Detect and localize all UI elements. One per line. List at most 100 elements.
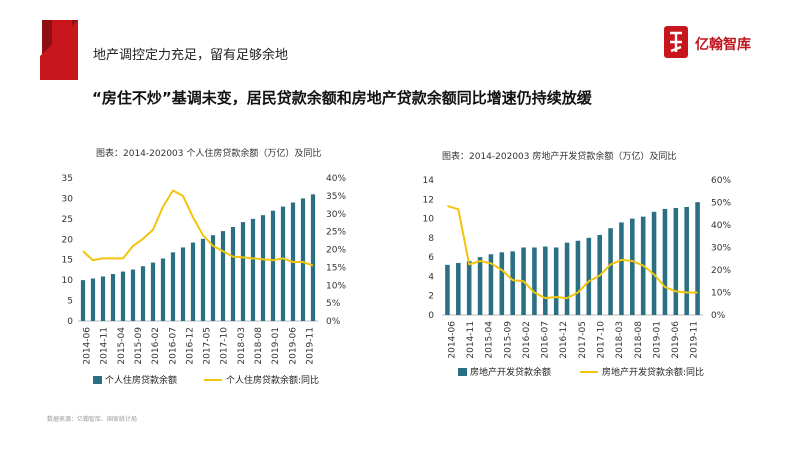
chart-1-bar: [170, 252, 176, 321]
chart-1-x-tick: 2017-05: [203, 327, 213, 365]
chart-1-y-right-tick: 0%: [326, 317, 341, 327]
chart-1-x-tick: 2018-08: [254, 327, 264, 365]
chart-2-x-tick: 2018-08: [634, 321, 644, 359]
chart-1-y-right-tick: 35%: [326, 192, 346, 202]
chart-1-x-tick: 2019-01: [271, 327, 281, 365]
chart-1-y-left-tick: 25: [62, 215, 73, 225]
chart-2-x-tick: 2015-04: [485, 321, 495, 359]
chart-2-legend-bar-swatch: [458, 368, 467, 376]
chart-1-y-right-tick: 25%: [326, 228, 346, 238]
data-source-note: 数据来源：亿翰智库、国家统计局: [47, 416, 138, 423]
chart-1-bar: [250, 218, 256, 321]
section-title: 地产调控定力充足，留有足够余地: [93, 48, 289, 63]
chart-1-bar: [110, 274, 116, 321]
chart-1-bar: [210, 235, 216, 321]
chart-2-bar: [684, 207, 689, 315]
chart-2-bar: [532, 247, 537, 315]
chart-2-x-tick: 2018-03: [615, 321, 625, 359]
chart-1-y-right-tick: 30%: [326, 210, 346, 220]
chart-2-x-tick: 2016-02: [522, 321, 532, 359]
chart-2-legend-line-label: 房地产开发贷款余额:同比: [602, 366, 704, 378]
chart-1-y-left-tick: 35: [62, 174, 73, 184]
chart-1-y-right-tick: 5%: [326, 299, 341, 309]
chart-1-x-tick: 2014-11: [100, 327, 110, 365]
headline: “房住不炒”基调未变，居民贷款余额和房地产贷款余额同比增速仍持续放缓: [92, 89, 592, 107]
chart-2-legend-bar-label: 房地产开发贷款余额: [470, 366, 551, 378]
chart-1-title: 图表：2014-202003 个人住房贷款余额（万亿）及同比: [96, 149, 322, 159]
chart-1-x-tick: 2016-02: [151, 327, 161, 365]
chart-2-y-right-tick: 10%: [711, 289, 731, 299]
chart-2-x-tick: 2017-05: [578, 321, 588, 359]
chart-1-x-tick: 2017-10: [220, 327, 230, 365]
chart-1-legend-bar-label: 个人住房贷款余额: [105, 374, 177, 386]
chart-1-x-tick: 2015-04: [117, 327, 127, 365]
chart-2-x-tick: 2019-01: [652, 321, 662, 359]
chart-2-x-tick: 2019-11: [690, 321, 700, 359]
chart-1-bar: [190, 242, 196, 321]
chart-1-x-tick: 2018-03: [237, 327, 247, 365]
chart-2-bar: [619, 222, 624, 315]
chart-2-bar: [456, 262, 461, 315]
chart-2-bar: [466, 261, 472, 315]
chart-2-x-tick: 2016-07: [541, 321, 551, 359]
chart-2-bar: [651, 211, 657, 315]
chart-2-bar: [630, 218, 635, 315]
chart-2-y-right-tick: 60%: [711, 176, 731, 186]
chart-2-bar: [673, 207, 679, 315]
chart-2-x-tick: 2017-10: [596, 321, 606, 359]
chart-1-bar: [150, 262, 156, 321]
chart-2-title: 图表：2014-202003 房地产开发贷款余额（万亿）及同比: [442, 152, 677, 162]
chart-2-x-tick: 2014-06: [447, 321, 457, 359]
chart-2-x-tick: 2015-09: [503, 321, 513, 359]
chart-2-y-left-tick: 14: [423, 176, 435, 186]
chart-2-y-left-tick: 6: [428, 253, 434, 263]
logo-mark-icon: [664, 26, 688, 58]
chart-1-bar: [120, 271, 126, 321]
chart-1-y-right-tick: 10%: [326, 281, 346, 291]
chart-2-y-left-tick: 12: [423, 195, 434, 205]
chart-1-bar: [200, 238, 206, 321]
chart-1-legend-line-label: 个人住房贷款余额:同比: [226, 374, 319, 386]
chart-2-bar: [445, 264, 450, 315]
chart-2-bar: [499, 252, 505, 315]
chart-2-bar: [553, 247, 559, 315]
chart-2-x-tick: 2014-11: [466, 321, 476, 359]
chart-2-x-tick: 2019-06: [671, 321, 681, 359]
chart-2-bar: [586, 237, 592, 315]
chart-1-y-right-tick: 40%: [326, 174, 346, 184]
chart-2-y-right-tick: 40%: [711, 221, 731, 231]
chart-1-x-tick: 2019-06: [288, 327, 298, 365]
chart-2-bar: [543, 246, 548, 315]
chart-1-x-tick: 2016-12: [185, 327, 195, 365]
chart-1-line-series: [82, 189, 314, 267]
chart-2-y-left-tick: 10: [423, 215, 435, 225]
chart-2-y-right-tick: 20%: [711, 266, 731, 276]
chart-1-bar: [140, 266, 146, 321]
chart-1-bar: [220, 231, 226, 321]
chart-2-bar: [608, 228, 613, 315]
chart-2-bar: [564, 242, 570, 315]
chart-1-bar: [90, 278, 96, 321]
chart-2-bar: [575, 240, 581, 315]
chart-2-y-left-tick: 8: [428, 234, 434, 244]
chart-1-y-right-tick: 20%: [326, 246, 346, 256]
chart-1-bar: [80, 280, 86, 321]
chart-2-y-right-tick: 0%: [711, 311, 726, 321]
chart-1-y-right-tick: 15%: [326, 263, 346, 273]
chart-1-bar: [260, 215, 266, 321]
chart-2-y-left-tick: 0: [428, 311, 434, 321]
chart-2-bar: [695, 202, 700, 315]
chart-1-y-left-tick: 10: [62, 276, 74, 286]
header-decor-shape: [40, 20, 78, 80]
chart-1-y-left-tick: 5: [67, 297, 73, 307]
chart-1-bar: [270, 210, 276, 321]
chart-2-bar: [510, 251, 515, 315]
chart-1-bar: [240, 222, 246, 321]
chart-1-y-left-tick: 30: [62, 194, 74, 204]
chart-2-y-left-tick: 2: [428, 292, 434, 302]
chart-1-x-tick: 2014-06: [83, 327, 93, 365]
chart-1-legend-bar-swatch: [93, 376, 102, 384]
chart-1-bar: [310, 194, 316, 321]
chart-1-bar: [300, 198, 306, 321]
